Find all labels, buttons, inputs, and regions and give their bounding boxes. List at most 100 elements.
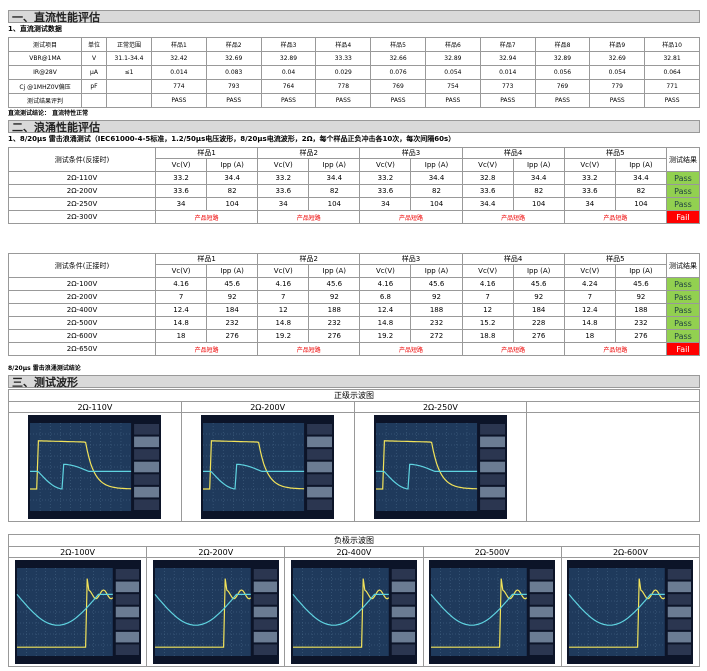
cell: 产品短路 (461, 342, 565, 356)
result-cell: Pass (666, 290, 700, 304)
oscilloscope-image (429, 560, 556, 664)
cell: 18 (563, 329, 616, 343)
scope-part (307, 436, 333, 448)
cell: V (81, 51, 107, 66)
scope-part (253, 594, 277, 605)
header-cell: 样品4 (315, 37, 372, 52)
scope-part (154, 578, 251, 648)
data-row: 2Ω-250V 34 104 34 104 34 104 34.4 104 34 104 Pass (8, 197, 700, 211)
cell: 82 (512, 184, 565, 198)
scope-part (115, 606, 139, 618)
cell: PASS (151, 93, 207, 108)
header-cell: 样品7 (479, 37, 536, 52)
cell: 4.16 (154, 277, 208, 291)
label-cell: 2Ω-400V (284, 546, 424, 558)
cell: 产品短路 (359, 342, 463, 356)
cell: 45.6 (614, 277, 668, 291)
result-cell: Fail (666, 210, 700, 224)
scope-part (115, 569, 139, 580)
cell: 45.6 (206, 277, 259, 291)
cell: 32.94 (479, 51, 536, 66)
scope-part (307, 474, 333, 485)
cell: 33.2 (563, 171, 616, 185)
scope-part (292, 578, 390, 648)
scope-part (253, 631, 277, 643)
scope-part (529, 594, 554, 605)
cell: 104 (206, 197, 259, 211)
sub-header: Ipp (A) (410, 158, 463, 172)
cell: 33.2 (257, 171, 310, 185)
cell: 19.2 (359, 329, 412, 343)
label-cell: 2Ω-500V (422, 546, 562, 558)
cell: 2Ω-110V (8, 171, 156, 185)
cell: 272 (410, 329, 463, 343)
result-cell: Pass (666, 303, 700, 317)
cell: 276 (614, 329, 668, 343)
data-row: 测试结果评判 PASS PASS PASS PASS PASS PASS PASS PASS PA… (8, 93, 700, 108)
conclusion: 直流测试结论： 直流特性正常 (8, 110, 89, 117)
scope-part (479, 424, 505, 435)
cell: Cj @1MHZ0V偏压 (8, 79, 82, 94)
header-cell: 样品3 (260, 37, 317, 52)
positive-waveforms: 正级示波图 2Ω-110V 2Ω-200V 2Ω-250V (8, 389, 700, 522)
cell: 33.6 (257, 184, 310, 198)
cell: 104 (308, 197, 361, 211)
scope-part (529, 606, 554, 618)
sub-header: Vc(V) (154, 264, 208, 278)
data-row: 2Ω-110V 33.2 34.4 33.2 34.4 33.2 34.4 32.8 34.4 3… (8, 171, 700, 185)
cell: 104 (512, 197, 565, 211)
cell: 0.014 (479, 65, 536, 80)
cell: 184 (512, 303, 565, 317)
cell: 0.054 (424, 65, 481, 80)
scope-part (391, 619, 415, 630)
header-cell: 样品4 (461, 253, 565, 265)
scope-part (253, 619, 277, 630)
cell: 0.029 (315, 65, 372, 80)
data-row: IR@28V μA ≤1 0.014 0.083 0.04 0.029 0.076 0.054 0… (8, 65, 700, 80)
sub-header: Ipp (A) (512, 158, 565, 172)
data-row: 2Ω-100V 4.16 45.6 4.16 45.6 4.16 45.6 4.16 45.6 4… (8, 277, 700, 291)
reverse-table: 测试条件(反接时) 样品1 样品2 样品3 样品4 样品5 测试结果 Vc(V) Ipp (A)… (8, 147, 700, 224)
scope-part (391, 569, 415, 580)
scope-part (375, 463, 477, 490)
scope-part (16, 593, 113, 626)
empty-cell (526, 401, 700, 413)
cell: 2Ω-500V (8, 316, 156, 330)
scope-part (307, 461, 333, 473)
label-cell: 2Ω-100V (7, 546, 148, 558)
cell: 778 (315, 79, 372, 94)
label-row: 2Ω-100V 2Ω-200V 2Ω-400V 2Ω-500V 2Ω-600V (7, 546, 701, 558)
header-cell: 测试条件(反接时) (8, 147, 156, 172)
image-cell (7, 557, 148, 667)
scope-part (134, 424, 160, 435)
cell: 33.6 (154, 184, 208, 198)
cell: PASS (424, 93, 481, 108)
scope-part (134, 474, 160, 485)
sub-header: Vc(V) (461, 264, 514, 278)
scope-part (253, 581, 277, 593)
sub-header: Ipp (A) (410, 264, 463, 278)
cell: 2Ω-650V (8, 342, 156, 356)
cell: 产品短路 (461, 210, 565, 224)
section-header: 三、测试波形 (8, 375, 700, 389)
result-cell: Pass (666, 277, 700, 291)
header-cell: 测试项目 (8, 37, 82, 52)
sub-header: Vc(V) (563, 264, 616, 278)
empty-cell (526, 412, 700, 522)
cell: 45.6 (308, 277, 361, 291)
cell: 测试结果评判 (8, 93, 82, 108)
scope-part (253, 606, 277, 618)
header-cell: 样品8 (534, 37, 591, 52)
forward-table-box: 测试条件(正接时) 样品1 样品2 样品3 样品4 样品5 测试结果 Vc(V) Ipp (A)… (8, 253, 700, 356)
cell: 104 (410, 197, 463, 211)
cell: 34.4 (461, 197, 514, 211)
cell: 33.33 (315, 51, 372, 66)
cell: 2Ω-100V (8, 277, 156, 291)
scope-part (375, 440, 478, 490)
cell: 188 (308, 303, 361, 317)
cell: 18.8 (461, 329, 514, 343)
cell: 产品短路 (257, 210, 361, 224)
scope-part (479, 449, 505, 460)
label-cell: 2Ω-200V (180, 401, 355, 413)
cell: 82 (206, 184, 259, 198)
